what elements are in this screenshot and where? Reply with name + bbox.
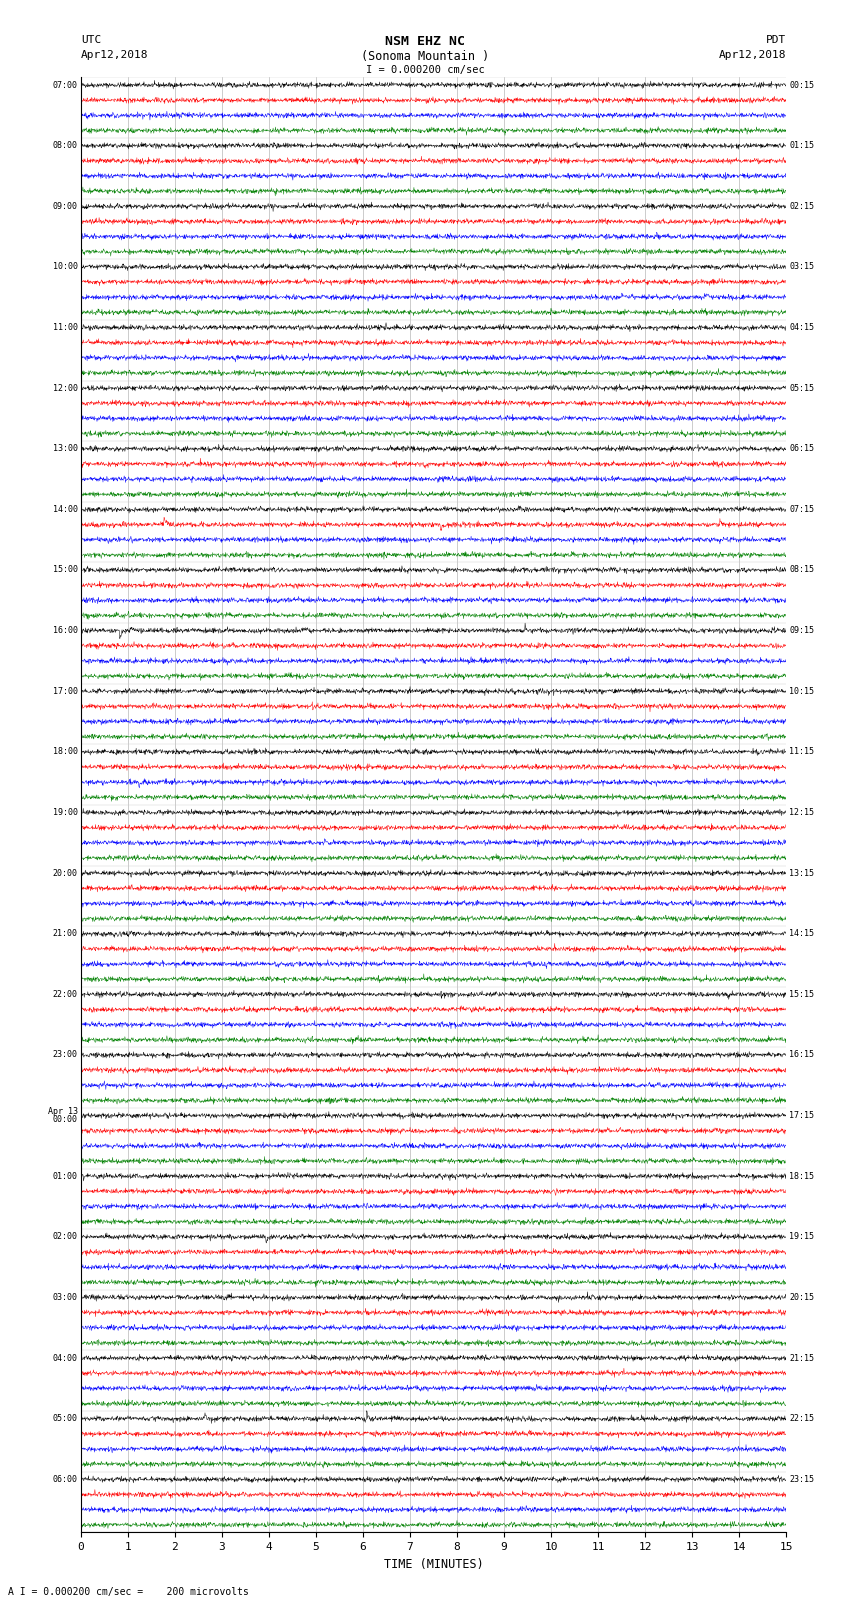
Text: 22:15: 22:15 [789, 1415, 814, 1423]
Text: 14:00: 14:00 [53, 505, 78, 515]
Text: 00:15: 00:15 [789, 81, 814, 89]
Text: 23:15: 23:15 [789, 1474, 814, 1484]
Text: 03:00: 03:00 [53, 1294, 78, 1302]
Text: 20:00: 20:00 [53, 868, 78, 877]
Text: 16:00: 16:00 [53, 626, 78, 636]
Text: 06:00: 06:00 [53, 1474, 78, 1484]
Text: 11:00: 11:00 [53, 323, 78, 332]
Text: 05:15: 05:15 [789, 384, 814, 392]
Text: 09:15: 09:15 [789, 626, 814, 636]
Text: 19:00: 19:00 [53, 808, 78, 816]
Text: 19:15: 19:15 [789, 1232, 814, 1242]
Text: 22:00: 22:00 [53, 990, 78, 998]
Text: 09:00: 09:00 [53, 202, 78, 211]
Text: 18:00: 18:00 [53, 747, 78, 756]
X-axis label: TIME (MINUTES): TIME (MINUTES) [383, 1558, 484, 1571]
Text: 21:15: 21:15 [789, 1353, 814, 1363]
Text: 17:00: 17:00 [53, 687, 78, 695]
Text: 23:00: 23:00 [53, 1050, 78, 1060]
Text: 14:15: 14:15 [789, 929, 814, 939]
Text: 07:15: 07:15 [789, 505, 814, 515]
Text: 04:00: 04:00 [53, 1353, 78, 1363]
Text: 10:00: 10:00 [53, 263, 78, 271]
Text: 10:15: 10:15 [789, 687, 814, 695]
Text: PDT: PDT [766, 35, 786, 45]
Text: 16:15: 16:15 [789, 1050, 814, 1060]
Text: 08:15: 08:15 [789, 566, 814, 574]
Text: Apr12,2018: Apr12,2018 [81, 50, 148, 60]
Text: 20:15: 20:15 [789, 1294, 814, 1302]
Text: 08:00: 08:00 [53, 140, 78, 150]
Text: 15:15: 15:15 [789, 990, 814, 998]
Text: 02:00: 02:00 [53, 1232, 78, 1242]
Text: I = 0.000200 cm/sec: I = 0.000200 cm/sec [366, 65, 484, 74]
Text: 15:00: 15:00 [53, 566, 78, 574]
Text: A I = 0.000200 cm/sec =    200 microvolts: A I = 0.000200 cm/sec = 200 microvolts [8, 1587, 249, 1597]
Text: 12:15: 12:15 [789, 808, 814, 816]
Text: NSM EHZ NC: NSM EHZ NC [385, 35, 465, 48]
Text: 13:00: 13:00 [53, 444, 78, 453]
Text: 21:00: 21:00 [53, 929, 78, 939]
Text: 12:00: 12:00 [53, 384, 78, 392]
Text: 02:15: 02:15 [789, 202, 814, 211]
Text: 04:15: 04:15 [789, 323, 814, 332]
Text: 03:15: 03:15 [789, 263, 814, 271]
Text: Apr 13
00:00: Apr 13 00:00 [48, 1107, 78, 1124]
Text: UTC: UTC [81, 35, 101, 45]
Text: 13:15: 13:15 [789, 868, 814, 877]
Text: Apr12,2018: Apr12,2018 [719, 50, 786, 60]
Text: 07:00: 07:00 [53, 81, 78, 89]
Text: 18:15: 18:15 [789, 1171, 814, 1181]
Text: 01:00: 01:00 [53, 1171, 78, 1181]
Text: 06:15: 06:15 [789, 444, 814, 453]
Text: 17:15: 17:15 [789, 1111, 814, 1119]
Text: 05:00: 05:00 [53, 1415, 78, 1423]
Text: 01:15: 01:15 [789, 140, 814, 150]
Text: 11:15: 11:15 [789, 747, 814, 756]
Text: (Sonoma Mountain ): (Sonoma Mountain ) [361, 50, 489, 63]
